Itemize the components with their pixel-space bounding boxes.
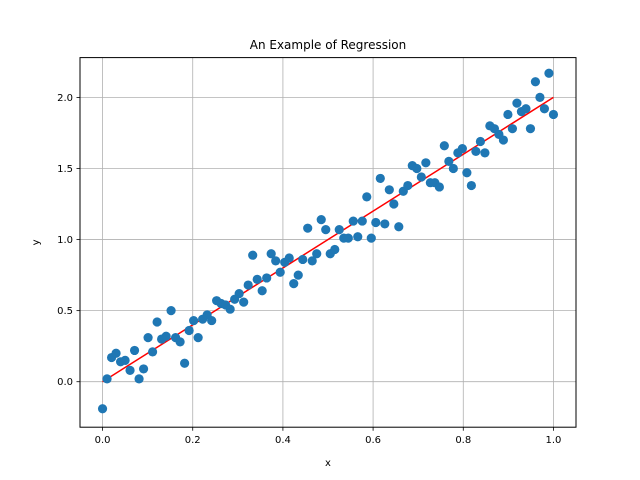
scatter-point: [166, 306, 176, 316]
scatter-point: [380, 219, 390, 229]
scatter-point: [348, 216, 358, 226]
scatter-point: [293, 270, 303, 280]
scatter-point: [266, 249, 276, 259]
scatter-point: [120, 355, 130, 365]
scatter-point: [530, 77, 541, 87]
scatter-point: [507, 124, 518, 134]
scatter-point: [384, 185, 394, 195]
scatter-point: [316, 215, 326, 225]
scatter-point: [444, 156, 454, 166]
x-tick-label: 0.6: [365, 435, 381, 446]
chart-title: An Example of Regression: [250, 38, 407, 52]
scatter-point: [466, 180, 476, 191]
scatter-point: [175, 337, 185, 347]
scatter-point: [353, 232, 363, 242]
scatter-point: [111, 348, 121, 358]
scatter-points: [97, 68, 559, 414]
scatter-point: [193, 333, 203, 343]
scatter-point: [321, 225, 331, 235]
x-axis-ticks: 0.0 0.2 0.4 0.6 0.8 1.0: [95, 427, 562, 446]
scatter-point: [225, 304, 235, 314]
axes-frame: [79, 57, 577, 428]
scatter-point: [462, 168, 472, 178]
x-tick-label: 0.2: [185, 435, 201, 446]
scatter-point: [480, 148, 490, 158]
scatter-point: [416, 172, 426, 182]
scatter-point: [161, 331, 171, 341]
scatter-point: [284, 253, 294, 263]
scatter-point: [544, 68, 554, 78]
scatter-point: [334, 225, 344, 235]
scatter-point: [252, 274, 262, 284]
scatter-point: [535, 92, 545, 103]
scatter-point: [298, 254, 308, 265]
scatter-point: [412, 163, 422, 174]
scatter-point: [303, 223, 313, 233]
scatter-point: [129, 345, 140, 356]
scatter-point: [143, 333, 153, 343]
y-tick-label: 0.5: [57, 306, 73, 317]
scatter-point: [525, 124, 536, 134]
scatter-point: [289, 279, 299, 289]
x-tick-label: 0.4: [275, 435, 291, 446]
scatter-point: [448, 163, 458, 174]
scatter-point: [125, 365, 135, 375]
scatter-point: [521, 104, 531, 114]
scatter-point: [257, 286, 267, 296]
scatter-point: [403, 180, 413, 191]
scatter-point: [243, 280, 253, 290]
x-axis-label: x: [325, 458, 331, 469]
scatter-point: [457, 143, 467, 154]
scatter-point: [421, 158, 431, 168]
scatter-point: [152, 317, 162, 327]
scatter-point: [239, 297, 249, 307]
scatter-point: [389, 199, 399, 209]
x-tick-label: 1.0: [546, 435, 562, 446]
scatter-point: [512, 98, 522, 108]
scatter-point: [189, 315, 199, 326]
scatter-point: [138, 364, 149, 374]
scatter-point: [180, 358, 190, 368]
scatter-point: [275, 267, 285, 277]
scatter-point: [234, 288, 244, 299]
y-tick-label: 0.0: [57, 377, 73, 388]
scatter-point: [394, 222, 404, 232]
y-tick-label: 1.0: [57, 235, 73, 246]
scatter-point: [371, 217, 381, 228]
scatter-point: [471, 146, 481, 157]
y-tick-label: 1.5: [57, 164, 73, 175]
y-axis-label: y: [31, 239, 42, 245]
scatter-point: [503, 109, 513, 120]
scatter-point: [184, 325, 194, 336]
scatter-point: [262, 273, 272, 283]
x-tick-label: 0.8: [455, 435, 471, 446]
scatter-point: [248, 250, 258, 260]
scatter-point: [147, 347, 158, 357]
scatter-point: [498, 135, 509, 145]
scatter-point: [330, 244, 340, 255]
y-tick-label: 2.0: [57, 93, 73, 104]
scatter-point: [375, 173, 385, 184]
scatter-point: [366, 233, 376, 243]
scatter-point: [207, 315, 217, 326]
y-axis-ticks: 0.0 0.5 1.0 1.5 2.0: [57, 93, 80, 388]
scatter-point: [343, 233, 353, 243]
x-tick-label: 0.0: [95, 435, 111, 446]
scatter-point: [475, 136, 486, 147]
scatter-point: [134, 374, 144, 384]
scatter-point: [539, 104, 550, 114]
scatter-point: [271, 256, 281, 266]
scatter-point: [97, 404, 108, 414]
scatter-point: [548, 109, 559, 120]
scatter-point: [312, 249, 322, 259]
scatter-point: [357, 216, 367, 226]
scatter-point: [102, 374, 112, 384]
scatter-point: [439, 141, 449, 151]
scatter-point: [307, 256, 317, 266]
scatter-point: [362, 192, 372, 202]
scatter-point: [434, 182, 444, 192]
